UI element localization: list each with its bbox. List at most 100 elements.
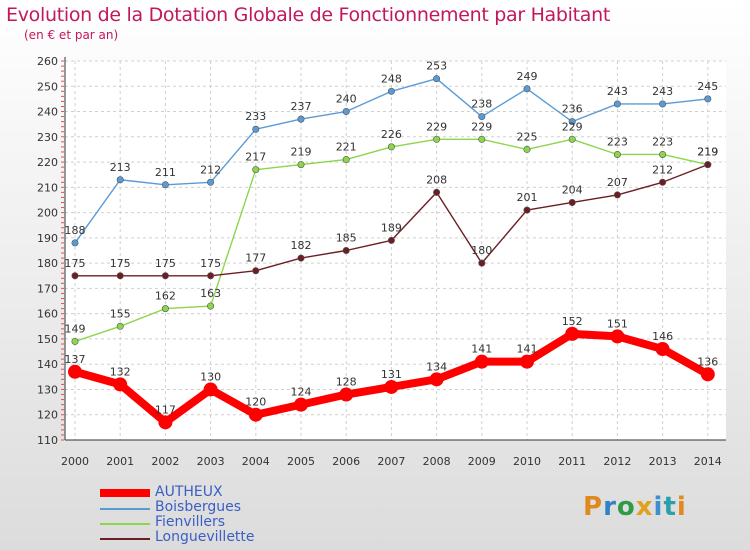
data-label: 201 [517,191,538,204]
data-label: 188 [65,224,86,237]
chart-subtitle: (en € et par an) [24,28,119,42]
data-label: 207 [607,176,628,189]
data-label: 223 [607,135,628,148]
data-label: 212 [652,163,673,176]
x-tick-label: 2004 [242,455,270,468]
data-label: 211 [155,166,176,179]
data-label: 180 [471,244,492,257]
y-tick-label: 260 [37,55,58,68]
logo-letter: P [583,492,604,522]
data-label: 177 [245,252,266,265]
x-tick-label: 2000 [61,455,89,468]
data-point [429,372,444,387]
y-tick-label: 120 [37,409,58,422]
data-label: 245 [697,80,718,93]
data-point [387,236,395,244]
y-tick-label: 200 [37,207,58,220]
legend-label-fienvillers: Fienvillers [155,514,226,530]
data-point [387,143,395,151]
data-point [252,267,260,275]
data-point [158,415,173,430]
data-label: 208 [426,173,447,186]
legend-label-longuevillette: Longuevillette [155,529,255,545]
y-tick-label: 250 [37,80,58,93]
data-label: 182 [291,239,312,252]
data-label: 221 [336,141,357,154]
data-label: 137 [65,353,86,366]
data-label: 132 [110,365,131,378]
y-tick-label: 140 [37,358,58,371]
data-label: 175 [200,257,221,270]
data-point [700,367,715,382]
data-point [659,150,667,158]
data-point [161,305,169,313]
data-point [68,364,82,379]
data-point [610,329,625,344]
legend-label-boisbergues: Boisbergues [155,499,242,515]
y-tick-label: 150 [37,333,58,346]
data-label: 189 [381,221,402,234]
data-point [659,100,667,108]
data-label: 117 [155,403,176,416]
data-point [478,259,486,267]
data-label: 236 [562,103,583,116]
data-label: 136 [697,355,718,368]
data-point [433,75,441,83]
x-tick-label: 2009 [468,455,496,468]
y-tick-label: 220 [37,156,58,169]
data-point [113,377,128,392]
data-point [297,115,305,123]
data-point [161,272,169,280]
y-tick-label: 210 [37,181,58,194]
data-point [297,254,305,262]
x-tick-label: 2001 [106,455,134,468]
y-tick-label: 190 [37,232,58,245]
data-point [71,337,79,345]
chart-title: Evolution de la Dotation Globale de Fonc… [6,4,611,26]
x-tick-label: 2012 [603,455,631,468]
data-point [478,135,486,143]
data-label: 141 [517,343,538,356]
data-point [207,302,215,310]
data-point [387,87,395,95]
y-tick-label: 130 [37,383,58,396]
data-point [71,239,79,247]
data-point [342,156,350,164]
data-label: 212 [200,163,221,176]
data-point [659,178,667,186]
x-tick-label: 2002 [151,455,179,468]
data-point [116,272,124,280]
data-label: 175 [110,257,131,270]
data-label: 248 [381,72,402,85]
legend-swatch-boisbergues [100,508,150,510]
data-point [116,176,124,184]
data-label: 243 [607,85,628,98]
data-label: 240 [336,93,357,106]
data-label: 238 [471,98,492,111]
data-label: 146 [652,330,673,343]
y-tick-label: 180 [37,257,58,270]
data-point [207,178,215,186]
data-label: 253 [426,60,447,73]
x-tick-label: 2008 [423,455,451,468]
data-label: 229 [562,120,583,133]
data-label: 249 [517,70,538,83]
data-label: 162 [155,290,176,303]
data-point [478,113,486,121]
data-point [297,161,305,169]
data-label: 233 [245,110,266,123]
data-label: 219 [697,146,718,159]
y-tick-label: 110 [37,434,58,447]
data-point [613,150,621,158]
x-tick-label: 2010 [513,455,541,468]
logo-letter: x [635,492,654,522]
x-tick-label: 2014 [694,455,722,468]
data-point [252,166,260,174]
logo-letter: i [653,492,664,522]
data-label: 128 [336,376,357,389]
data-label: 204 [562,183,583,196]
logo-letter: o [616,492,636,522]
data-label: 237 [291,100,312,113]
data-label: 243 [652,85,673,98]
data-point [565,326,580,341]
